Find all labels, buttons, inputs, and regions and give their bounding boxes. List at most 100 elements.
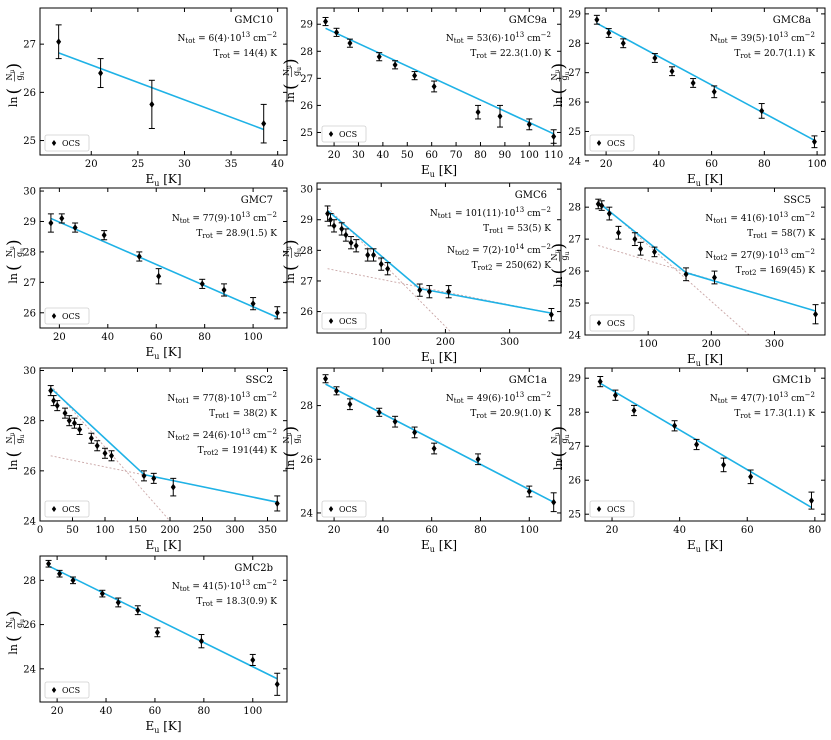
x-tick-label: 60 (425, 525, 438, 536)
x-tick-label: 250 (193, 525, 212, 536)
x-axis-unit: [K] (701, 538, 723, 552)
panel-gmc6: 100 200 300 26 27 28 29 30 GMC6 Ntot1 = 101(11)·1… (281, 182, 562, 366)
data-point (392, 60, 399, 70)
data-point (94, 440, 101, 452)
x-tick-label: 20 (328, 525, 341, 536)
data-point (71, 417, 78, 429)
data-point (711, 85, 718, 99)
data-point (605, 28, 612, 38)
data-point (250, 297, 257, 311)
diamond-marker (57, 570, 63, 578)
diamond-marker (109, 452, 114, 460)
panel-title: GMC7 (241, 195, 273, 206)
diamond-marker (327, 216, 333, 224)
panel-title: GMC9a (509, 15, 547, 26)
annotation-unit-exponent: −2 (805, 391, 815, 399)
y-axis-denominator: gu (15, 71, 26, 80)
plot-frame (584, 7, 826, 156)
y-axis-paren-close: ) (4, 239, 24, 246)
y-axis-numerator: Nu (5, 246, 16, 257)
annotation-subscript: rot (740, 412, 751, 420)
legend-box (44, 307, 90, 325)
legend-label: OCS (62, 139, 80, 148)
data-point (606, 206, 613, 221)
data-point (683, 267, 690, 282)
diamond-marker (632, 235, 638, 243)
y-axis-num-symbol: N (5, 621, 14, 628)
data-point (548, 308, 555, 322)
annotation-exponent: 13 (779, 248, 788, 256)
x-tick-label: 200 (702, 339, 721, 350)
annotation-unit-exponent: −2 (541, 206, 551, 214)
x-tick-label: 300 (500, 337, 519, 348)
annotation-unit-exponent: −2 (805, 211, 815, 219)
panel-gmc9a: 20 30 40 50 60 70 80 90 100 110 25 26 27 28 29 GMC9a Nto… (281, 7, 563, 179)
fit-annotation: Ntot1 = 101(11)·1013 cm−2 (430, 206, 551, 220)
x-axis-subscript: u (154, 726, 159, 735)
y-tick-label: 28 (23, 416, 36, 427)
y-tick-label: 25 (568, 510, 581, 521)
y-axis-num-subscript: u (554, 433, 561, 437)
annotation-symbol: T (198, 446, 204, 456)
y-axis-paren-close: ) (549, 426, 569, 433)
data-point (322, 374, 329, 384)
annotation-subscript: rot (202, 600, 213, 608)
annotation-symbol: T (470, 409, 476, 419)
fit-line (58, 52, 264, 131)
diamond-marker (599, 202, 605, 210)
fit-annotation: Trot2 = 169(45) K (736, 265, 816, 277)
x-axis-unit: [K] (159, 538, 181, 552)
annotation-value: = 20.9(1.0) K (487, 408, 551, 419)
data-point (411, 71, 418, 81)
annotation-subscript: rot1 (215, 412, 230, 420)
diamond-marker (638, 245, 644, 253)
annotation-exponent: 13 (515, 206, 524, 214)
annotation-value: = 7(2)·10 (469, 245, 515, 256)
x-axis-symbol: E (687, 352, 696, 366)
plot-frame (316, 7, 562, 147)
legend-box (44, 500, 90, 518)
diamond-marker (392, 61, 398, 69)
x-axis-label: Eu [K] (145, 719, 181, 735)
diamond-marker (551, 498, 557, 506)
diamond-marker (446, 288, 452, 296)
legend-box (589, 314, 635, 332)
y-axis-prefix: ln (7, 97, 20, 108)
diamond-marker (136, 252, 142, 260)
y-axis-den-subscript: u (19, 619, 26, 623)
fit-annotation: Trot1 = 38(2) K (209, 408, 277, 420)
x-tick-label: 80 (198, 332, 211, 343)
data-point (221, 283, 228, 297)
y-axis-paren-open: ( (281, 264, 301, 271)
y-axis-num-subscript: u (554, 70, 561, 74)
annotation-value: = 47(7)·10 (728, 393, 780, 404)
annotation-unit-exponent: −2 (541, 243, 551, 251)
x-tick-label: 20 (328, 150, 341, 161)
panel-gmc7: 20 40 60 80 100 26 27 28 29 30 GMC7 Ntot = 77(9)·10… (4, 187, 288, 361)
fit-line (685, 271, 816, 312)
panel-title: GMC6 (515, 190, 547, 201)
data-point (274, 672, 281, 696)
x-tick-label: 70 (450, 150, 463, 161)
diamond-marker (615, 229, 621, 237)
y-axis-num-symbol: N (282, 69, 291, 76)
diamond-marker (154, 628, 160, 636)
fit-annotation: Ntot1 = 77(8)·1013 cm−2 (167, 391, 277, 405)
y-axis-den-symbol: g (15, 438, 24, 443)
diamond-marker (221, 286, 227, 294)
annotation-symbol: T (747, 229, 753, 239)
annotation-unit: cm (250, 582, 267, 592)
x-tick-label: 20 (600, 159, 613, 170)
annotation-symbol: T (214, 49, 220, 59)
y-axis-paren-close: ) (549, 63, 569, 70)
diamond-marker (331, 222, 337, 230)
x-tick-label: 20 (53, 332, 66, 343)
annotation-value: = 58(7) K (768, 228, 815, 239)
x-tick-label: 0 (37, 525, 43, 536)
fit-annotation: Ntot = 6(4)·1013 cm−2 (178, 31, 277, 45)
data-point (526, 118, 533, 131)
data-point (66, 415, 73, 427)
